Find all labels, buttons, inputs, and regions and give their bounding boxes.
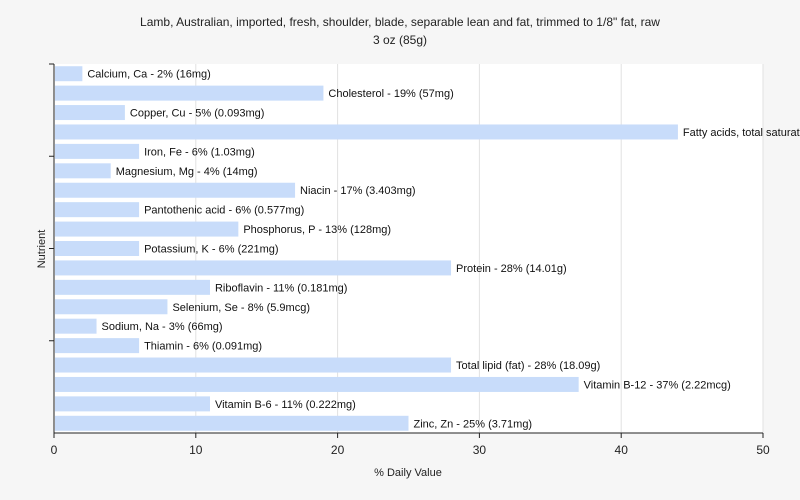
bar-label: Potassium, K - 6% (221mg) (144, 244, 279, 256)
bar (55, 202, 140, 218)
bar-label: Fatty acids, total saturated - 44% (8.75… (683, 127, 800, 139)
x-tick-label: 20 (331, 443, 345, 457)
bar-label: Iron, Fe - 6% (1.03mg) (144, 146, 255, 158)
bar (55, 163, 111, 179)
axes (49, 63, 763, 434)
x-tick-label: 0 (51, 443, 58, 457)
bar-label: Selenium, Se - 8% (5.9mcg) (172, 302, 310, 314)
bar-label: Pantothenic acid - 6% (0.577mg) (144, 205, 304, 217)
bars (55, 66, 678, 431)
bar (55, 66, 83, 82)
bar-label: Vitamin B-6 - 11% (0.222mg) (215, 399, 356, 411)
chart-subtitle: 3 oz (85g) (373, 33, 427, 47)
bar (55, 241, 140, 256)
bar (55, 357, 452, 373)
bar-label: Cholesterol - 19% (57mg) (328, 88, 453, 100)
bar (55, 221, 239, 237)
chart-title: Lamb, Australian, imported, fresh, shoul… (140, 15, 660, 29)
bar (55, 318, 97, 334)
bar (55, 376, 579, 392)
bar (55, 299, 168, 315)
bar-label: Vitamin B-12 - 37% (2.22mcg) (584, 379, 731, 391)
bar-labels: Calcium, Ca - 2% (16mg) Cholesterol - 19%… (87, 69, 800, 431)
bar (55, 105, 125, 121)
bar (55, 124, 678, 140)
bar-label: Zinc, Zn - 25% (3.71mg) (414, 418, 533, 430)
bar-label: Thiamin - 6% (0.091mg) (144, 341, 262, 353)
bar (55, 396, 210, 412)
bar-label: Sodium, Na - 3% (66mg) (102, 321, 223, 333)
bar (55, 182, 296, 198)
bar (55, 85, 324, 101)
bar (55, 260, 452, 276)
x-tick-label: 50 (756, 443, 770, 457)
bar (55, 279, 210, 295)
x-ticks: 0 10 20 30 40 50 (51, 433, 770, 457)
bar-label: Magnesium, Mg - 4% (14mg) (116, 166, 258, 178)
x-tick-label: 40 (615, 443, 629, 457)
bar-label: Calcium, Ca - 2% (16mg) (87, 69, 210, 81)
bar-label: Protein - 28% (14.01g) (456, 263, 567, 275)
bar-label: Riboflavin - 11% (0.181mg) (215, 282, 347, 294)
bar (55, 415, 409, 431)
x-axis-title: % Daily Value (374, 467, 442, 479)
x-tick-label: 30 (473, 443, 487, 457)
x-tick-label: 10 (189, 443, 203, 457)
bar-label: Phosphorus, P - 13% (128mg) (243, 224, 391, 236)
bar (55, 143, 140, 159)
bar-label: Total lipid (fat) - 28% (18.09g) (456, 360, 600, 372)
y-axis-title: Nutrient (36, 230, 48, 269)
bar-label: Niacin - 17% (3.403mg) (300, 185, 416, 197)
bar-label: Copper, Cu - 5% (0.093mg) (130, 108, 265, 120)
bar (55, 338, 140, 354)
